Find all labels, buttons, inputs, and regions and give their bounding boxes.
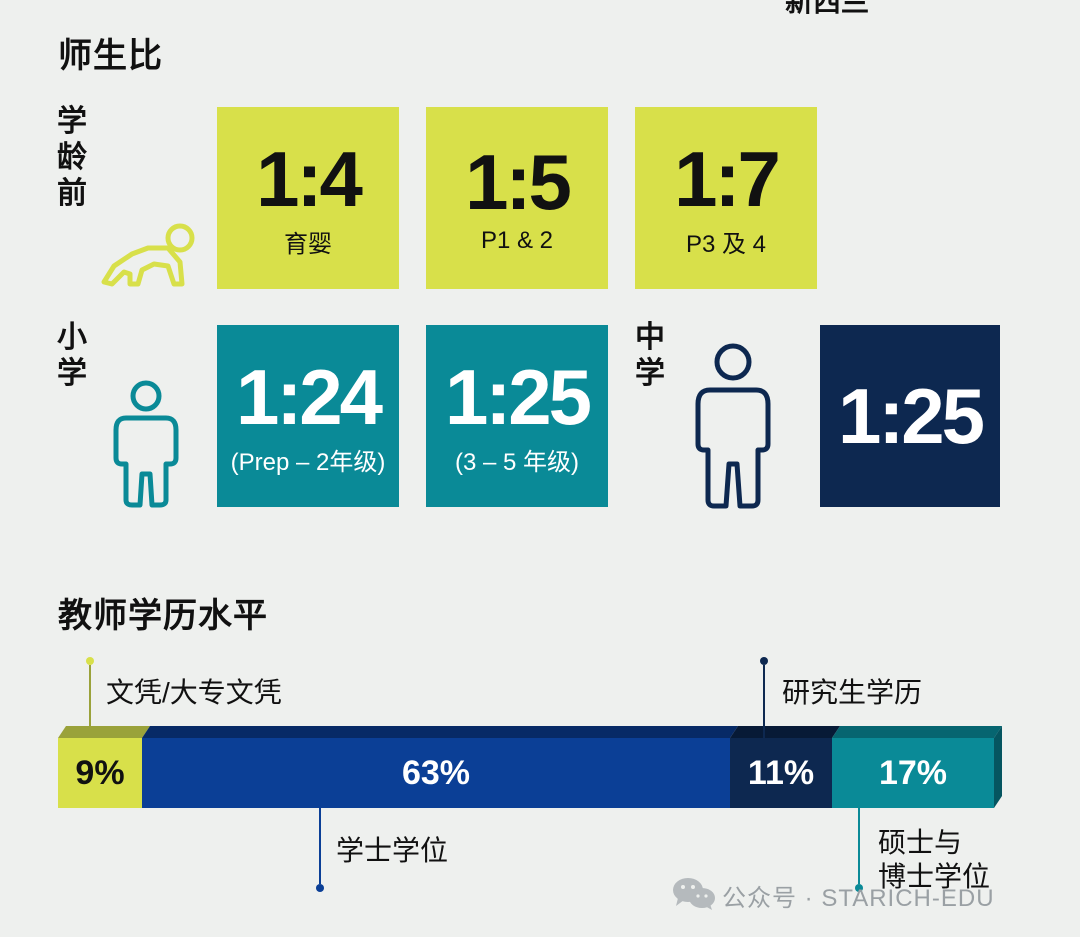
ratio-value: 1:24 <box>235 352 383 441</box>
secondary-label: 中学 <box>635 321 665 390</box>
leader-line-postgrad <box>763 665 765 738</box>
qualification-section-title: 教师学历水平 <box>58 597 268 635</box>
leader-line-masters-doctorate <box>858 784 860 884</box>
label-diploma: 文凭/大专文凭 <box>106 677 282 708</box>
leader-dot-diploma <box>86 657 94 665</box>
ratio-value: 1:5 <box>465 138 572 226</box>
ratio-box-p1-2: 1:5 P1 & 2 <box>426 107 608 289</box>
ratio-value: 1:7 <box>674 134 781 223</box>
ratio-value: 1:25 <box>837 372 985 460</box>
ratio-group-label: P1 & 2 <box>480 227 554 254</box>
crawling-baby-icon <box>101 223 195 287</box>
adult-icon <box>695 343 771 509</box>
ratio-value: 1:4 <box>256 134 363 223</box>
bar-segment-masters-doctorate: 17% <box>832 738 994 808</box>
ratio-group-label: (3 – 5 年级) <box>454 448 580 476</box>
ratio-group-label: (Prep – 2年级) <box>230 448 386 476</box>
leader-dot-postgrad <box>760 657 768 665</box>
wechat-icon <box>673 878 715 910</box>
leader-line-diploma <box>89 665 91 738</box>
ratio-box-secondary: 1:25 <box>820 325 1000 507</box>
leader-dot-bachelor <box>316 884 324 892</box>
top-text-fragment: 新西兰 <box>785 0 870 17</box>
bar-segment-diploma: 9% <box>58 738 142 808</box>
primary-label: 小学 <box>57 321 87 390</box>
label-bachelor: 学士学位 <box>336 835 449 866</box>
child-icon <box>113 380 179 508</box>
label-masters-doctorate: 硕士与 博士学位 <box>878 827 991 892</box>
ratio-value: 1:25 <box>444 352 592 441</box>
preschool-label: 学龄前 <box>57 105 87 210</box>
label-postgrad: 研究生学历 <box>782 677 923 708</box>
leader-dot-masters-doctorate <box>855 884 863 892</box>
bar-segment-postgrad: 11% <box>730 738 832 808</box>
ratio-section-title: 师生比 <box>58 37 163 75</box>
segment-value: 9% <box>75 753 125 792</box>
watermark-text: 公众号 · STARICH-EDU <box>722 885 995 912</box>
bar-top-face <box>58 726 1002 808</box>
ratio-box-prep-2: 1:24 (Prep – 2年级) <box>217 325 399 507</box>
bar-segment-bachelor: 63% <box>142 738 730 808</box>
ratio-group-label: 育婴 <box>284 230 332 258</box>
ratio-box-3-5: 1:25 (3 – 5 年级) <box>426 325 608 507</box>
leader-line-bachelor <box>319 784 321 884</box>
segment-value: 11% <box>747 753 815 792</box>
ratio-box-infant: 1:4 育婴 <box>217 107 399 289</box>
segment-value: 17% <box>878 753 948 792</box>
ratio-box-p3-4: 1:7 P3 及 4 <box>635 107 817 289</box>
ratio-group-label: P3 及 4 <box>685 230 767 258</box>
segment-value: 63% <box>401 753 471 792</box>
